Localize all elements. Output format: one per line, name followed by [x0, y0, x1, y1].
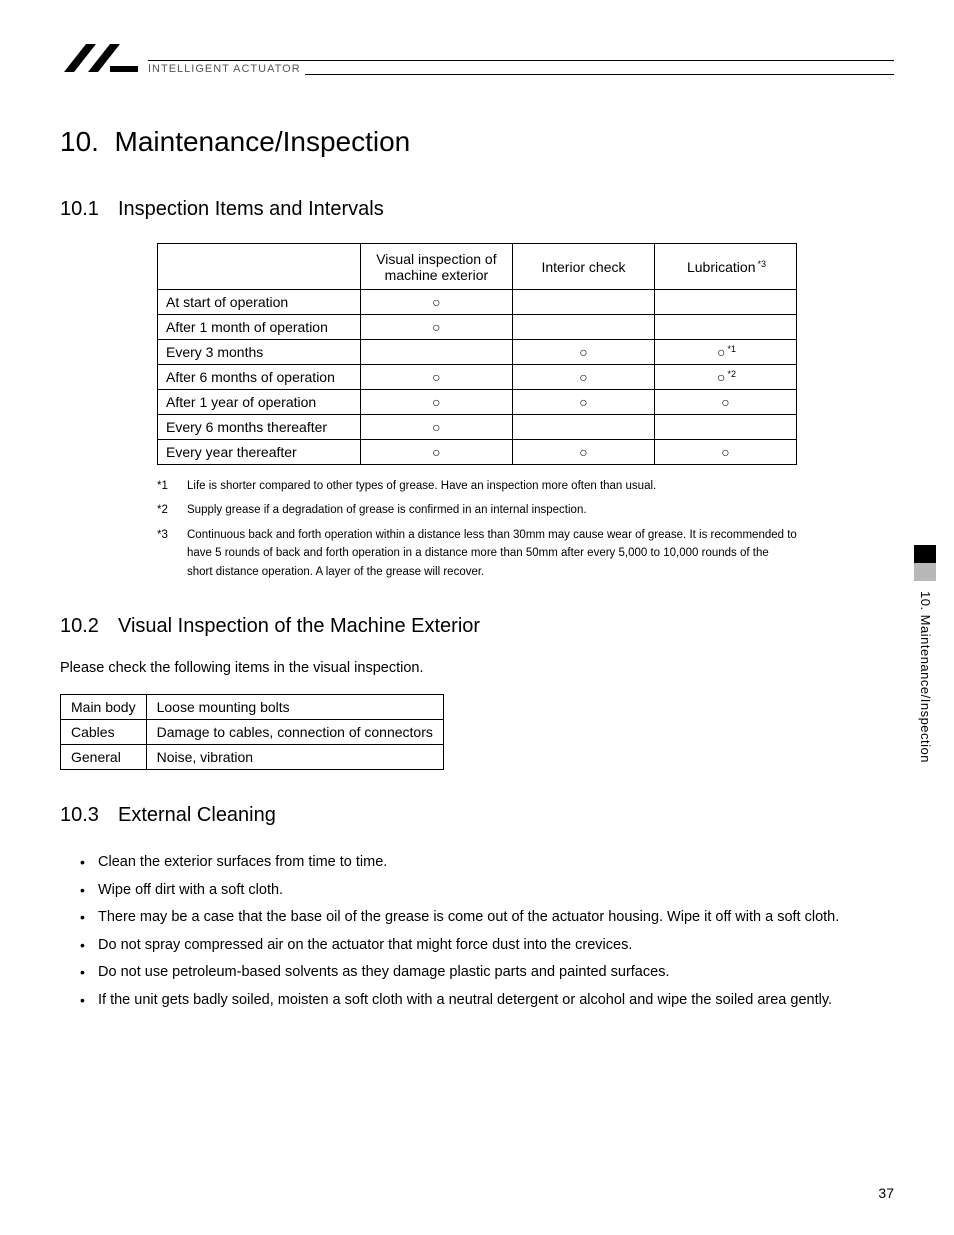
- cell-lubrication: ○: [654, 440, 796, 465]
- footnote-text: Life is shorter compared to other types …: [187, 477, 797, 495]
- list-item: Clean the exterior surfaces from time to…: [80, 849, 894, 877]
- section-title-10-1: 10.1Inspection Items and Intervals: [60, 198, 894, 221]
- row-label: At start of operation: [158, 290, 361, 315]
- table-row: After 1 month of operation○: [158, 315, 797, 340]
- row-label: Every 3 months: [158, 340, 361, 365]
- chapter-title: 10. Maintenance/Inspection: [60, 126, 894, 158]
- tab-marker-dark: [914, 545, 936, 563]
- table-row: After 6 months of operation○○○*2: [158, 365, 797, 390]
- row-label: Every year thereafter: [158, 440, 361, 465]
- cell-visual: ○: [360, 290, 512, 315]
- page-number: 37: [878, 1185, 894, 1201]
- footnote-key: *1: [157, 477, 187, 495]
- cell-visual: ○: [360, 440, 512, 465]
- visual-col-a: General: [61, 744, 147, 769]
- cell-visual: ○: [360, 415, 512, 440]
- page-edge-tab: 10. Maintenance/Inspection: [912, 545, 936, 763]
- cell-interior: ○: [512, 365, 654, 390]
- list-item: Do not spray compressed air on the actua…: [80, 932, 894, 960]
- footnote-row: *2Supply grease if a degradation of grea…: [157, 501, 797, 519]
- table-header-row: Visual inspection of machine exterior In…: [158, 244, 797, 290]
- cell-visual: ○: [360, 390, 512, 415]
- table-row: Every 6 months thereafter○: [158, 415, 797, 440]
- cell-interior: ○: [512, 440, 654, 465]
- footnote-text: Supply grease if a degradation of grease…: [187, 501, 797, 519]
- cell-interior: ○: [512, 340, 654, 365]
- header-rule: INTELLIGENT ACTUATOR: [148, 60, 894, 76]
- footnote-key: *3: [157, 526, 187, 581]
- visual-inspection-table: Main bodyLoose mounting boltsCablesDamag…: [60, 694, 444, 770]
- side-chapter-label: 10. Maintenance/Inspection: [918, 591, 933, 763]
- cell-visual: ○: [360, 315, 512, 340]
- list-item: If the unit gets badly soiled, moisten a…: [80, 987, 894, 1015]
- cell-lubrication: [654, 315, 796, 340]
- cell-lubrication: ○: [654, 390, 796, 415]
- list-item: Do not use petroleum-based solvents as t…: [80, 959, 894, 987]
- col-visual: Visual inspection of machine exterior: [360, 244, 512, 290]
- visual-col-b: Noise, vibration: [146, 744, 443, 769]
- inspection-table: Visual inspection of machine exterior In…: [157, 243, 797, 465]
- table-row: At start of operation○: [158, 290, 797, 315]
- table-row: CablesDamage to cables, connection of co…: [61, 719, 444, 744]
- footnotes: *1Life is shorter compared to other type…: [157, 477, 797, 581]
- col-interior: Interior check: [512, 244, 654, 290]
- cell-interior: [512, 290, 654, 315]
- cell-lubrication: [654, 415, 796, 440]
- footnote-row: *1Life is shorter compared to other type…: [157, 477, 797, 495]
- section-title-10-3: 10.3External Cleaning: [60, 804, 894, 827]
- cell-visual: [360, 340, 512, 365]
- list-item: There may be a case that the base oil of…: [80, 904, 894, 932]
- list-item: Wipe off dirt with a soft cloth.: [80, 877, 894, 905]
- table-row: After 1 year of operation○○○: [158, 390, 797, 415]
- col-blank: [158, 244, 361, 290]
- row-label: Every 6 months thereafter: [158, 415, 361, 440]
- visual-col-a: Cables: [61, 719, 147, 744]
- row-label: After 1 month of operation: [158, 315, 361, 340]
- col-lubrication: Lubrication*3: [654, 244, 796, 290]
- cell-visual: ○: [360, 365, 512, 390]
- cell-interior: [512, 415, 654, 440]
- row-label: After 1 year of operation: [158, 390, 361, 415]
- footnote-row: *3Continuous back and forth operation wi…: [157, 526, 797, 581]
- table-row: Every 3 months ○○*1: [158, 340, 797, 365]
- table-row: Main bodyLoose mounting bolts: [61, 694, 444, 719]
- table-row: Every year thereafter○○○: [158, 440, 797, 465]
- section-10-2-intro: Please check the following items in the …: [60, 660, 894, 676]
- cell-lubrication: [654, 290, 796, 315]
- cleaning-list: Clean the exterior surfaces from time to…: [60, 849, 894, 1014]
- footnote-key: *2: [157, 501, 187, 519]
- visual-col-b: Loose mounting bolts: [146, 694, 443, 719]
- cell-interior: [512, 315, 654, 340]
- row-label: After 6 months of operation: [158, 365, 361, 390]
- cell-lubrication: ○*2: [654, 365, 796, 390]
- brand-logo-icon: [60, 40, 140, 76]
- table-row: GeneralNoise, vibration: [61, 744, 444, 769]
- cell-lubrication: ○*1: [654, 340, 796, 365]
- cell-interior: ○: [512, 390, 654, 415]
- section-title-10-2: 10.2Visual Inspection of the Machine Ext…: [60, 615, 894, 638]
- visual-col-a: Main body: [61, 694, 147, 719]
- brand-text: INTELLIGENT ACTUATOR: [148, 63, 301, 76]
- footnote-text: Continuous back and forth operation with…: [187, 526, 797, 581]
- page-header: INTELLIGENT ACTUATOR: [60, 40, 894, 76]
- tab-marker-light: [914, 563, 936, 581]
- visual-col-b: Damage to cables, connection of connecto…: [146, 719, 443, 744]
